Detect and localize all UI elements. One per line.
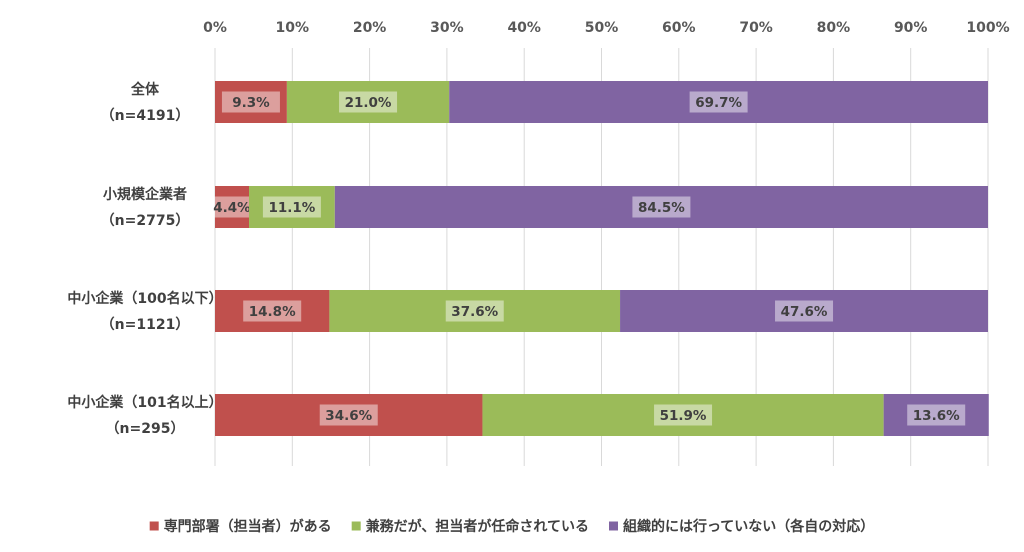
category-sublabel: （n=295） — [106, 421, 185, 437]
x-tick-label: 60% — [662, 20, 696, 36]
category-label: 小規模企業者 — [103, 186, 187, 203]
legend: 専門部署（担当者）がある 兼務だが、担当者が任命されている 組織的には行っていない（… — [149, 518, 874, 535]
bar-segment — [215, 290, 330, 332]
data-label: 21.0% — [345, 95, 392, 111]
bar-segment — [286, 81, 450, 123]
data-label-background — [632, 196, 691, 218]
bar-segment — [449, 81, 988, 123]
x-axis-ticks: 0% 10% 20% 30% 40% 50% 60% 70% 80% 90% 100% — [203, 20, 1010, 36]
category-label: 中小企業（100名以下） — [67, 290, 222, 307]
x-tick-label: 0% — [203, 20, 227, 36]
bar-segment — [249, 186, 335, 228]
x-tick-label: 30% — [430, 20, 464, 36]
bar-segment — [620, 290, 988, 332]
bar-segment — [215, 394, 483, 436]
bar-segment — [883, 394, 989, 436]
data-label-background — [262, 196, 321, 218]
bars: 9.3% 21.0% 69.7% 4.4% 11.1% 84.5% 14.8% 37.6% 47… — [203, 81, 989, 436]
bar-segment — [215, 81, 287, 123]
data-label-background — [689, 91, 748, 113]
data-label: 13.6% — [913, 408, 960, 424]
legend-swatch — [351, 521, 361, 531]
data-label-background — [339, 91, 398, 113]
data-label-background — [445, 300, 504, 322]
data-label-background — [221, 91, 280, 113]
data-label: 11.1% — [268, 200, 315, 216]
legend-swatch — [149, 521, 159, 531]
data-label-background — [775, 300, 834, 322]
data-label-background — [319, 404, 378, 426]
category-label: 全体 — [130, 81, 160, 98]
x-tick-label: 100% — [966, 20, 1009, 36]
data-label-background — [203, 196, 262, 218]
data-label: 84.5% — [638, 200, 685, 216]
data-label: 4.4% — [213, 200, 251, 216]
x-tick-label: 20% — [353, 20, 387, 36]
bar-segment — [329, 290, 621, 332]
category-labels: 全体 （n=4191） 小規模企業者 （n=2775） 中小企業（100名以下） （n=1… — [67, 81, 222, 437]
x-tick-label: 70% — [739, 20, 773, 36]
legend-label: 専門部署（担当者）がある — [164, 518, 332, 535]
data-label: 9.3% — [232, 95, 270, 111]
x-tick-label: 80% — [817, 20, 851, 36]
data-label: 51.9% — [660, 408, 707, 424]
data-label: 37.6% — [451, 304, 498, 320]
category-sublabel: （n=2775） — [101, 213, 190, 229]
x-tick-label: 90% — [894, 20, 928, 36]
category-sublabel: （n=4191） — [101, 108, 190, 124]
category-sublabel: （n=1121） — [101, 317, 190, 333]
bar-segment — [334, 186, 988, 228]
x-tick-label: 50% — [585, 20, 619, 36]
x-tick-label: 40% — [507, 20, 541, 36]
data-label-background — [907, 404, 966, 426]
legend-label: 組織的には行っていない（各自の対応） — [623, 518, 874, 535]
data-label: 69.7% — [695, 95, 742, 111]
bar-segment — [215, 186, 250, 228]
data-label-background — [654, 404, 713, 426]
legend-label: 兼務だが、担当者が任命されている — [366, 518, 589, 535]
data-label: 14.8% — [249, 304, 296, 320]
legend-swatch — [609, 521, 618, 531]
data-label: 34.6% — [325, 408, 372, 424]
data-label-background — [243, 300, 302, 322]
bar-segment — [482, 394, 884, 436]
category-label: 中小企業（101名以上） — [67, 394, 222, 411]
x-tick-label: 10% — [276, 20, 310, 36]
data-label: 47.6% — [781, 304, 828, 320]
